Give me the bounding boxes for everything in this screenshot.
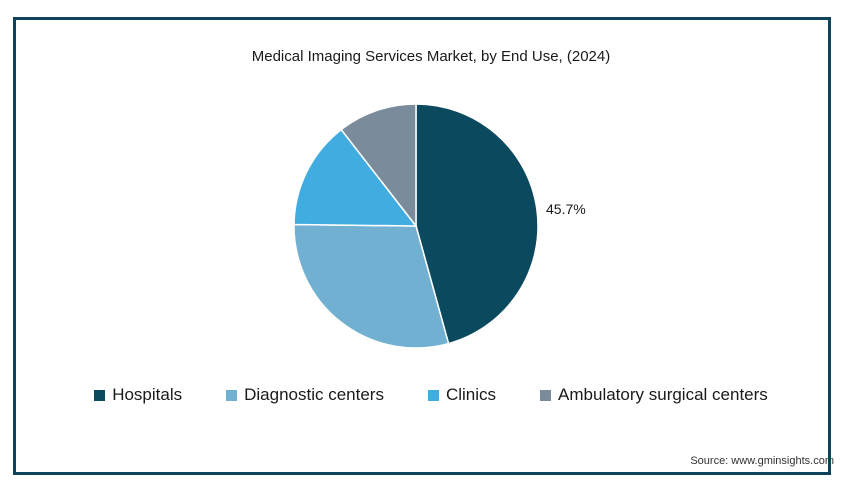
legend-swatch	[540, 389, 552, 401]
source-note: Source: www.gminsights.com	[690, 455, 834, 467]
data-label: 45.7%	[546, 201, 586, 217]
legend-item-hospitals: Hospitals	[94, 385, 182, 405]
legend-label: Ambulatory surgical centers	[558, 385, 768, 404]
legend-item-clinics: Clinics	[427, 385, 497, 405]
legend-item-diagnostic-centers: Diagnostic centers	[226, 385, 384, 405]
chart-title: Medical Imaging Services Market, by End …	[251, 48, 611, 65]
legend-label: Hospitals	[112, 385, 183, 404]
chart-legend: Hospitals Diagnostic centers Clinics Amb…	[0, 385, 862, 405]
legend-swatch	[427, 389, 439, 401]
legend-swatch	[94, 389, 106, 401]
legend-label: Clinics	[445, 385, 497, 404]
slice-ambulatory-surgical-centers	[340, 103, 417, 229]
slice-diagnostic-centers	[293, 223, 450, 349]
slice-hospitals	[415, 103, 539, 345]
legend-item-ambulatory-surgical-centers: Ambulatory surgical centers	[540, 385, 768, 405]
legend-label: Diagnostic centers	[244, 385, 384, 404]
slice-clinics	[293, 128, 418, 227]
legend-swatch	[226, 389, 238, 401]
